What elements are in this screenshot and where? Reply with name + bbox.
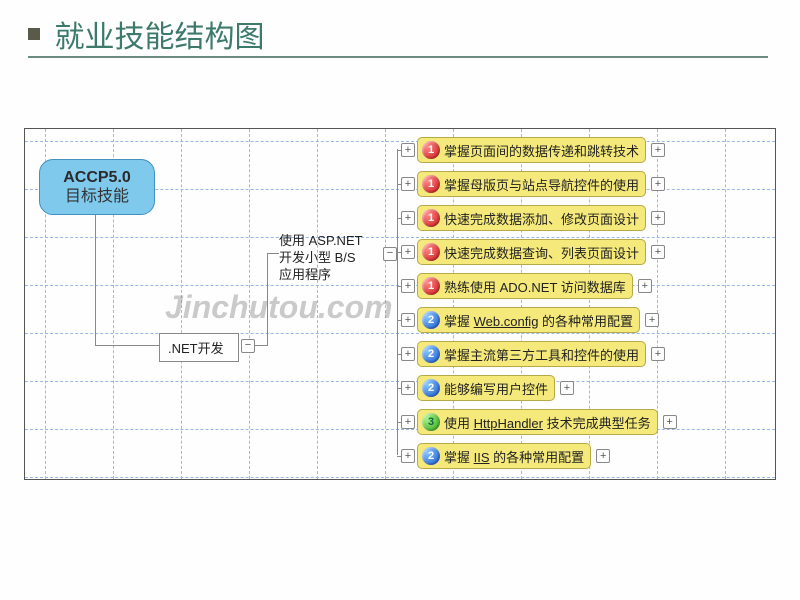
- grid-line: [317, 129, 318, 479]
- skill-node[interactable]: 2掌握 IIS 的各种常用配置: [417, 443, 591, 469]
- expand-icon[interactable]: +: [401, 415, 415, 429]
- expand-icon[interactable]: +: [401, 177, 415, 191]
- connector: [397, 218, 401, 219]
- skill-node[interactable]: 3使用 HttpHandler 技术完成典型任务: [417, 409, 658, 435]
- connector: [397, 149, 398, 455]
- priority-ball-icon: 2: [422, 379, 440, 397]
- skill-text: 掌握主流第三方工具和控件的使用: [444, 345, 639, 364]
- skill-node[interactable]: 1熟练使用 ADO.NET 访问数据库: [417, 273, 633, 299]
- node-aspnet[interactable]: 使用 ASP.NET 开发小型 B/S 应用程序: [279, 233, 363, 284]
- grid-line: [385, 129, 386, 479]
- skill-node[interactable]: 1快速完成数据查询、列表页面设计: [417, 239, 646, 265]
- mid-line2: 开发小型 B/S: [279, 250, 363, 267]
- connector: [95, 345, 159, 346]
- expand-icon[interactable]: +: [401, 381, 415, 395]
- skill-text: 掌握 IIS 的各种常用配置: [444, 447, 584, 466]
- expand-icon[interactable]: +: [638, 279, 652, 293]
- root-node-accp[interactable]: ACCP5.0 目标技能: [39, 159, 155, 215]
- expand-icon[interactable]: +: [401, 143, 415, 157]
- grid-line: [249, 129, 250, 479]
- skill-node[interactable]: 2掌握 Web.config 的各种常用配置: [417, 307, 640, 333]
- grid-line: [25, 333, 775, 334]
- expand-icon[interactable]: +: [401, 313, 415, 327]
- priority-ball-icon: 1: [422, 141, 440, 159]
- skill-text: 掌握 Web.config 的各种常用配置: [444, 311, 633, 330]
- expand-icon[interactable]: +: [651, 347, 665, 361]
- title-underline: [28, 56, 768, 58]
- connector: [397, 320, 401, 321]
- expand-icon[interactable]: +: [663, 415, 677, 429]
- connector: [267, 253, 268, 346]
- slide-title: 就业技能结构图: [28, 12, 264, 56]
- title-bullet: [28, 28, 40, 40]
- grid-line: [181, 129, 182, 479]
- expand-icon[interactable]: +: [651, 245, 665, 259]
- skill-text: 能够编写用户控件: [444, 379, 548, 398]
- priority-ball-icon: 1: [422, 209, 440, 227]
- title-text: 就业技能结构图: [54, 21, 264, 54]
- skill-text: 掌握页面间的数据传递和跳转技术: [444, 141, 639, 160]
- expand-icon[interactable]: +: [401, 279, 415, 293]
- mid-line3: 应用程序: [279, 267, 363, 284]
- expand-icon[interactable]: +: [401, 449, 415, 463]
- skill-node[interactable]: 2能够编写用户控件: [417, 375, 555, 401]
- skill-node[interactable]: 1快速完成数据添加、修改页面设计: [417, 205, 646, 231]
- skill-node[interactable]: 1掌握母版页与站点导航控件的使用: [417, 171, 646, 197]
- connector: [95, 215, 96, 345]
- skill-text: 掌握母版页与站点导航控件的使用: [444, 175, 639, 194]
- connector: [255, 345, 267, 346]
- collapse-icon[interactable]: −: [383, 247, 397, 261]
- connector: [397, 286, 401, 287]
- expand-icon[interactable]: +: [651, 143, 665, 157]
- grid-line: [25, 237, 775, 238]
- expand-icon[interactable]: +: [401, 245, 415, 259]
- connector: [397, 456, 401, 457]
- priority-ball-icon: 1: [422, 277, 440, 295]
- expand-icon[interactable]: +: [401, 211, 415, 225]
- grid-line: [25, 381, 775, 382]
- expand-icon[interactable]: +: [560, 381, 574, 395]
- expand-icon[interactable]: +: [645, 313, 659, 327]
- priority-ball-icon: 2: [422, 311, 440, 329]
- priority-ball-icon: 1: [422, 175, 440, 193]
- priority-ball-icon: 3: [422, 413, 440, 431]
- connector: [397, 252, 401, 253]
- node-netdev[interactable]: .NET开发: [159, 333, 239, 362]
- grid-line: [25, 429, 775, 430]
- netdev-label: .NET开发: [168, 341, 224, 356]
- expand-icon[interactable]: +: [401, 347, 415, 361]
- grid-line: [725, 129, 726, 479]
- expand-icon[interactable]: +: [651, 177, 665, 191]
- connector: [397, 150, 401, 151]
- grid-line: [25, 477, 775, 478]
- connector: [397, 184, 401, 185]
- skill-text: 熟练使用 ADO.NET 访问数据库: [444, 277, 626, 296]
- priority-ball-icon: 1: [422, 243, 440, 261]
- connector: [267, 253, 279, 254]
- root-line2: 目标技能: [50, 187, 144, 206]
- mid-line1: 使用 ASP.NET: [279, 233, 363, 250]
- skill-node[interactable]: 2掌握主流第三方工具和控件的使用: [417, 341, 646, 367]
- skill-text: 快速完成数据添加、修改页面设计: [444, 209, 639, 228]
- skill-text: 使用 HttpHandler 技术完成典型任务: [444, 413, 651, 432]
- collapse-icon[interactable]: −: [241, 339, 255, 353]
- connector: [397, 388, 401, 389]
- priority-ball-icon: 2: [422, 447, 440, 465]
- skill-text: 快速完成数据查询、列表页面设计: [444, 243, 639, 262]
- connector: [397, 422, 401, 423]
- watermark: Jinchutou.com: [165, 289, 393, 326]
- expand-icon[interactable]: +: [596, 449, 610, 463]
- skill-node[interactable]: 1掌握页面间的数据传递和跳转技术: [417, 137, 646, 163]
- priority-ball-icon: 2: [422, 345, 440, 363]
- connector: [397, 354, 401, 355]
- grid-line: [25, 141, 775, 142]
- root-line1: ACCP5.0: [50, 168, 144, 187]
- mindmap-diagram: Jinchutou.com ACCP5.0 目标技能 .NET开发 − 使用 A…: [24, 128, 776, 480]
- expand-icon[interactable]: +: [651, 211, 665, 225]
